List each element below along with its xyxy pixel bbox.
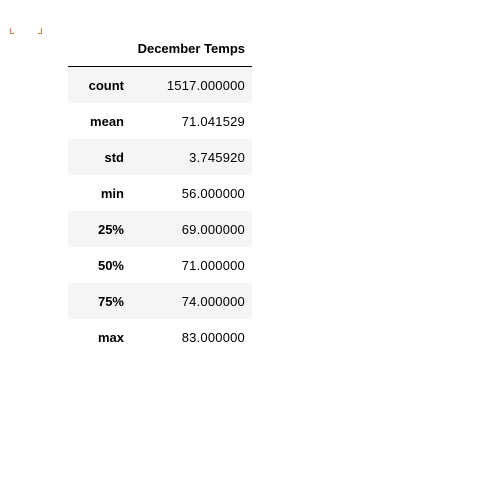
output-cell-marker xyxy=(10,28,42,36)
index-header-blank xyxy=(68,30,136,67)
row-label: mean xyxy=(90,113,124,129)
row-label: max xyxy=(97,329,124,345)
table-row-25pct: 25% 69.000000 xyxy=(68,211,252,247)
row-label: min xyxy=(100,185,124,201)
table-row-mean: mean 71.041529 xyxy=(68,103,252,139)
table-row-std: std 3.745920 xyxy=(68,139,252,175)
row-label: 50% xyxy=(97,257,124,273)
row-value: 69.000000 xyxy=(181,221,245,237)
row-value: 71.000000 xyxy=(181,257,245,273)
table-row-count: count 1517.000000 xyxy=(68,66,252,103)
row-value: 1517.000000 xyxy=(166,77,245,93)
row-label: 75% xyxy=(97,293,124,309)
table-row-50pct: 50% 71.000000 xyxy=(68,247,252,283)
cell-marker-right-bracket xyxy=(38,28,42,34)
dataframe-output: December Temps count 1517.000000 mean 71… xyxy=(68,30,252,355)
row-label: 25% xyxy=(97,221,124,237)
table-row-max: max 83.000000 xyxy=(68,319,252,355)
row-label: std xyxy=(104,149,125,165)
table-row-75pct: 75% 74.000000 xyxy=(68,283,252,319)
row-value: 83.000000 xyxy=(181,329,245,345)
row-value: 3.745920 xyxy=(189,149,245,165)
row-label: count xyxy=(88,77,124,93)
row-value: 56.000000 xyxy=(181,185,245,201)
table-header-row: December Temps xyxy=(68,30,252,67)
row-value: 74.000000 xyxy=(181,293,245,309)
cell-marker-left-bracket xyxy=(10,28,14,34)
describe-table: December Temps count 1517.000000 mean 71… xyxy=(68,30,252,355)
row-value: 71.041529 xyxy=(181,113,245,129)
column-header-december-temps: December Temps xyxy=(136,30,252,67)
table-row-min: min 56.000000 xyxy=(68,175,252,211)
